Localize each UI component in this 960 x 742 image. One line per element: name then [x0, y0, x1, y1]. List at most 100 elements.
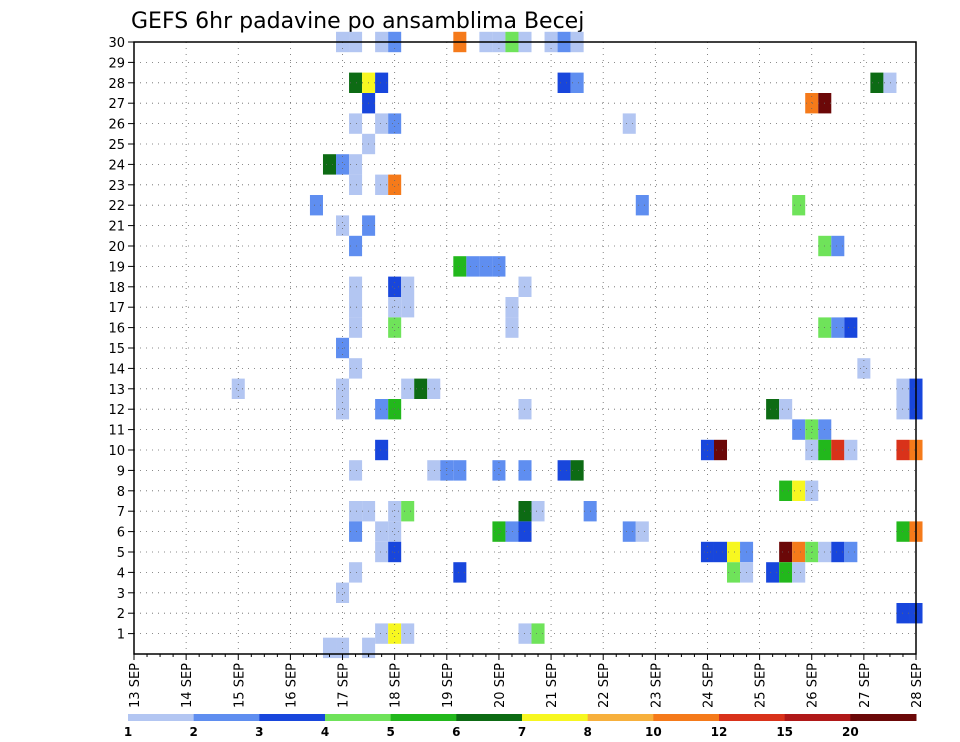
x-tick-label: 19 SEP — [441, 663, 456, 708]
heatmap-cell — [401, 276, 415, 297]
colorbar-label: 20 — [842, 725, 859, 739]
heatmap-cell — [792, 562, 806, 583]
colorbar-segment — [390, 714, 457, 721]
heatmap-cell — [349, 460, 363, 481]
heatmap-cell — [492, 256, 506, 277]
heatmap-cell — [362, 637, 376, 659]
colorbar-segment — [653, 714, 720, 721]
y-tick-label: 28 — [108, 77, 125, 92]
colorbar-segment — [128, 714, 195, 721]
heatmap-cell — [792, 541, 806, 563]
heatmap-cell — [531, 501, 545, 522]
heatmap-cell — [349, 154, 363, 175]
heatmap-cell — [831, 541, 845, 563]
heatmap-cell — [388, 521, 402, 542]
heatmap-cell — [870, 72, 884, 93]
heatmap-cell — [844, 541, 858, 563]
heatmap-cell — [375, 541, 389, 563]
heatmap-cell — [349, 317, 363, 338]
y-tick-label: 11 — [108, 424, 125, 439]
x-tick-label: 14 SEP — [180, 663, 195, 708]
heatmap-cell — [349, 297, 363, 318]
heatmap-cell — [349, 235, 363, 257]
colorbar-segment — [587, 714, 654, 721]
y-tick-label: 26 — [108, 118, 125, 133]
heatmap-cell — [831, 317, 845, 338]
heatmap-cell — [336, 399, 350, 420]
y-tick-label: 7 — [117, 505, 125, 520]
y-tick-label: 24 — [108, 158, 125, 173]
heatmap-cell — [779, 562, 793, 583]
colorbar-label: 7 — [518, 725, 526, 739]
colorbar-label: 2 — [189, 725, 197, 739]
heatmap-cell — [727, 541, 741, 563]
y-tick-label: 27 — [108, 97, 125, 112]
y-tick-label: 14 — [108, 362, 125, 377]
heatmap-cell — [805, 480, 819, 501]
x-axis-ticks: 13 SEP 14 SEP 15 SEP 16 SEP 17 SEP 18 SEP 19 S… — [128, 654, 925, 708]
grid-lines — [133, 41, 917, 654]
heatmap-cell — [622, 521, 636, 542]
heatmap-cell — [322, 637, 337, 659]
x-tick-label: 25 SEP — [754, 663, 769, 708]
heatmap-cell — [388, 501, 402, 522]
heatmap-cell — [336, 215, 350, 236]
heatmap-cell — [401, 297, 415, 318]
heatmap-cell — [466, 256, 480, 277]
heatmap-cell — [309, 195, 323, 216]
x-tick-label: 28 SEP — [910, 663, 925, 708]
heatmap-cell — [883, 72, 897, 93]
heatmap-cell — [336, 378, 350, 399]
colorbar-segment — [850, 714, 917, 721]
heatmap-cell — [505, 317, 519, 338]
x-tick-label: 16 SEP — [284, 663, 299, 708]
x-tick-label: 18 SEP — [389, 663, 404, 708]
x-tick-label: 21 SEP — [545, 663, 560, 708]
heatmap-cell — [375, 113, 389, 134]
heatmap-cell — [375, 72, 389, 93]
heatmap-cell — [388, 317, 402, 338]
y-tick-label: 2 — [117, 607, 125, 622]
heatmap-cell — [349, 521, 363, 542]
heatmap-cell — [792, 419, 806, 440]
heatmap-cell — [805, 93, 819, 114]
heatmap-cell — [570, 460, 584, 481]
y-tick-label: 17 — [108, 301, 125, 316]
y-tick-label: 1 — [117, 628, 125, 643]
heatmap-cell — [231, 378, 245, 399]
heatmap-cell — [492, 521, 506, 542]
colorbar-segment — [325, 714, 392, 721]
y-tick-label: 3 — [117, 587, 125, 602]
colorbar-label: 10 — [645, 725, 662, 739]
heatmap-cell — [427, 460, 441, 481]
heatmap-cell — [453, 562, 467, 583]
colorbar-label: 6 — [452, 725, 460, 739]
y-tick-label: 23 — [108, 179, 125, 194]
heatmap-cell — [388, 399, 402, 420]
x-tick-label: 24 SEP — [701, 663, 716, 708]
colorbar-segment — [259, 714, 326, 721]
heatmap-cell — [388, 113, 402, 134]
colorbar-segment — [784, 714, 851, 721]
colorbar-segment — [456, 714, 523, 721]
heatmap-cell — [375, 399, 389, 420]
heatmap-cell — [557, 460, 571, 481]
heatmap-cell — [505, 297, 519, 318]
heatmap-cell — [322, 154, 337, 175]
heatmap-cell — [427, 378, 441, 399]
y-tick-label: 22 — [108, 199, 125, 214]
heatmap-cell — [857, 358, 871, 379]
chart-title: GEFS 6hr padavine po ansamblima Becej — [131, 9, 584, 34]
heatmap-cell — [336, 154, 350, 175]
heatmap-cell — [844, 439, 858, 461]
heatmap-cell — [349, 501, 363, 522]
colorbar-label: 12 — [711, 725, 728, 739]
heatmap-cell — [635, 521, 649, 542]
y-tick-label: 20 — [108, 240, 125, 255]
colorbar-segment — [193, 714, 260, 721]
heatmap-cell — [388, 276, 402, 297]
heatmap-cell — [713, 541, 728, 563]
heatmap-cell — [336, 582, 350, 603]
x-tick-label: 17 SEP — [337, 663, 352, 708]
heatmap-cell — [557, 72, 571, 93]
